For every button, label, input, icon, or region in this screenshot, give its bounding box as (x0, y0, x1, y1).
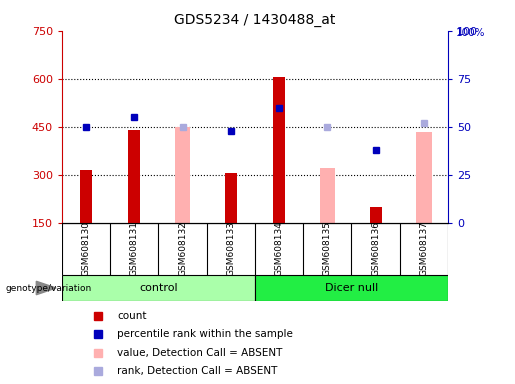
Text: GSM608130: GSM608130 (81, 221, 91, 276)
Polygon shape (36, 281, 56, 295)
Text: GSM608135: GSM608135 (323, 221, 332, 276)
Text: GSM608131: GSM608131 (130, 221, 139, 276)
Text: GSM608136: GSM608136 (371, 221, 380, 276)
Bar (80, 170, 92, 223)
Bar (320, 168, 335, 223)
Bar (62, 275, 255, 301)
Text: GSM608132: GSM608132 (178, 221, 187, 276)
Text: 100%: 100% (456, 28, 485, 38)
Bar (416, 131, 432, 223)
Text: percentile rank within the sample: percentile rank within the sample (117, 329, 293, 339)
Text: genotype/variation: genotype/variation (5, 284, 91, 293)
Text: Dicer null: Dicer null (325, 283, 378, 293)
Text: GSM608137: GSM608137 (419, 221, 428, 276)
Text: rank, Detection Call = ABSENT: rank, Detection Call = ABSENT (117, 366, 278, 376)
Bar (128, 130, 140, 223)
Text: value, Detection Call = ABSENT: value, Detection Call = ABSENT (117, 348, 282, 358)
Bar (225, 173, 237, 223)
Title: GDS5234 / 1430488_at: GDS5234 / 1430488_at (174, 13, 336, 27)
Bar (273, 77, 285, 223)
Text: count: count (117, 311, 146, 321)
Bar (175, 127, 190, 223)
Text: GSM608134: GSM608134 (274, 221, 284, 276)
Bar (370, 207, 382, 223)
Text: control: control (139, 283, 178, 293)
Text: GSM608133: GSM608133 (226, 221, 235, 276)
Bar (255, 275, 448, 301)
